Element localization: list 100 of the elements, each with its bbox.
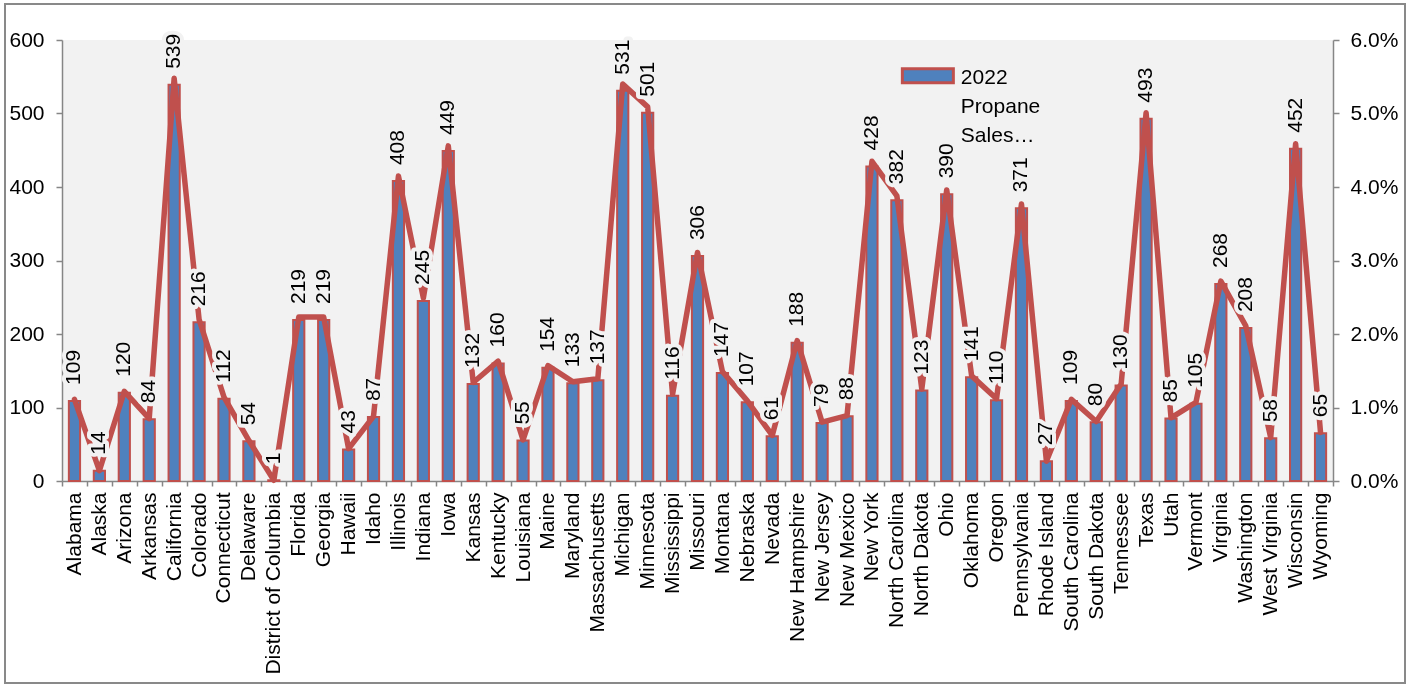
data-label: 408 [385, 130, 409, 166]
data-label: 137 [584, 329, 608, 365]
x-tick-label: Oregon [984, 492, 1008, 563]
x-tick-label: Iowa [435, 492, 459, 537]
data-label: 501 [634, 61, 658, 97]
x-tick-label: New Jersey [809, 492, 833, 603]
x-tick-label: South Dakota [1083, 492, 1107, 620]
x-tick-label: New Mexico [834, 492, 858, 607]
x-tick-label: North Carolina [884, 492, 908, 628]
data-label: 110 [983, 350, 1007, 385]
data-label: 147 [709, 321, 733, 357]
y2-tick-label: 3.0% [1350, 248, 1399, 271]
data-label: 43 [335, 410, 359, 434]
x-tick-label: Rhode Island [1033, 492, 1057, 617]
data-label: 120 [111, 341, 135, 377]
data-label: 112 [210, 349, 234, 383]
data-label: 245 [410, 249, 434, 285]
data-label: 58 [1257, 399, 1281, 423]
y-tick-label: 600 [9, 27, 45, 51]
x-tick-label: Wisconsin [1283, 492, 1307, 589]
data-label: 428 [858, 115, 882, 151]
x-tick-label: Maine [535, 492, 559, 550]
data-label: 371 [1008, 157, 1032, 193]
data-label: 65 [1307, 393, 1331, 418]
data-label: 160 [485, 312, 509, 348]
x-tick-label: Kentucky [485, 492, 509, 579]
x-tick-label: Vermont [1183, 492, 1207, 571]
x-tick-label: Minnesota [635, 492, 659, 590]
y2-tick-label: 6.0% [1350, 27, 1399, 51]
data-label: 55 [510, 401, 534, 425]
x-tick-label: Kansas [460, 492, 484, 563]
x-tick-label: Texas [1133, 492, 1157, 548]
x-tick-label: California [161, 492, 185, 582]
data-label: 14 [86, 431, 110, 455]
data-label: 219 [310, 268, 334, 305]
x-tick-label: Montana [709, 492, 733, 575]
data-label: 306 [684, 205, 708, 241]
data-label: 141 [958, 326, 982, 362]
x-tick-label: Tennessee [1108, 492, 1132, 595]
x-tick-label: Arkansas [136, 492, 160, 581]
x-tick-label: Nebraska [734, 492, 758, 583]
x-tick-label: Oklahoma [959, 492, 983, 589]
y-tick-label: 300 [9, 248, 45, 271]
data-label: 133 [559, 332, 583, 368]
x-tick-label: Pennsylvania [1008, 492, 1032, 618]
x-tick-label: Colorado [186, 492, 210, 578]
data-label: 539 [161, 33, 185, 69]
data-label: 531 [609, 39, 633, 75]
data-label: 107 [734, 351, 758, 387]
data-label: 80 [1083, 382, 1107, 407]
y2-tick-label: 2.0% [1350, 321, 1399, 345]
x-tick-label: Massachusetts [585, 492, 609, 633]
x-tick-label: Washington [1233, 492, 1257, 603]
data-label: 452 [1282, 97, 1306, 133]
x-tick-label: Utah [1158, 492, 1182, 537]
x-tick-label: Delaware [236, 492, 260, 582]
data-label: 116 [659, 346, 683, 380]
x-tick-label: West Virginia [1258, 492, 1282, 616]
x-tick-label: Maryland [560, 492, 584, 579]
data-label: 87 [360, 377, 384, 402]
x-tick-label: Florida [286, 492, 310, 557]
data-label: 268 [1207, 232, 1231, 269]
x-tick-label: Arizona [111, 492, 135, 564]
y2-tick-label: 0.0% [1350, 468, 1399, 492]
y2-tick-label: 4.0% [1350, 174, 1399, 198]
x-tick-label: New York [859, 492, 883, 582]
data-label: 61 [759, 396, 783, 421]
x-tick-label: Michigan [610, 492, 634, 577]
x-tick-label: New Hampshire [784, 492, 808, 642]
data-label: 132 [460, 332, 484, 368]
data-label: 493 [1133, 67, 1157, 103]
y-tick-label: 200 [9, 321, 45, 345]
data-label: 390 [933, 143, 957, 179]
x-tick-label: Ohio [934, 492, 958, 537]
x-tick-label: Mississippi [660, 492, 684, 595]
data-label: 54 [235, 401, 259, 426]
data-label: 88 [834, 376, 858, 401]
data-label: 109 [1058, 349, 1082, 385]
x-tick-label: Alaska [86, 492, 110, 556]
x-tick-label: North Dakota [909, 492, 933, 617]
x-tick-label: South Carolina [1058, 492, 1082, 632]
data-label: 27 [1033, 421, 1057, 446]
data-label: 109 [61, 349, 85, 385]
x-tick-label: Georgia [311, 492, 335, 568]
data-label: 208 [1232, 277, 1256, 313]
x-tick-label: Nevada [759, 492, 783, 565]
legend-label: 2022 Propane Sales… [960, 65, 1041, 146]
data-label: 105 [1182, 352, 1206, 388]
data-label: 130 [1108, 334, 1132, 370]
y-tick-label: 500 [9, 101, 45, 124]
data-label: 219 [285, 268, 309, 305]
x-tick-label: Louisiana [510, 492, 534, 583]
data-label: 123 [908, 339, 932, 375]
data-label: 1 [260, 452, 284, 465]
y-tick-label: 100 [9, 395, 45, 418]
x-tick-label: Virginia [1208, 492, 1232, 563]
x-tick-label: Missouri [685, 492, 708, 571]
y-tick-label: 0 [32, 468, 45, 492]
x-tick-label: Illinois [385, 492, 409, 551]
y-tick-label: 400 [9, 174, 45, 198]
